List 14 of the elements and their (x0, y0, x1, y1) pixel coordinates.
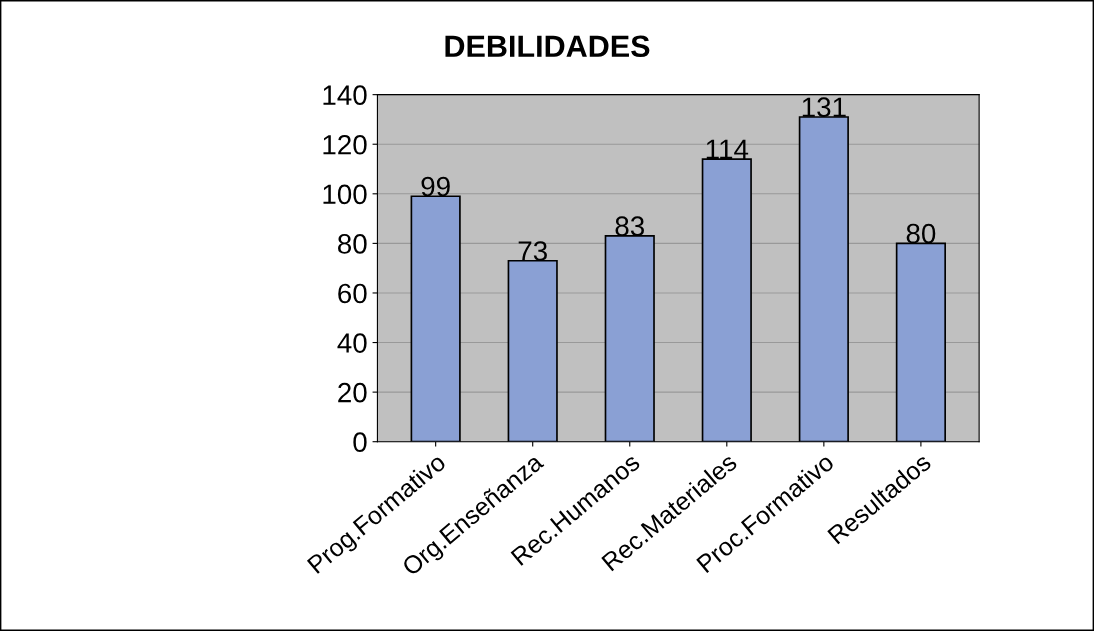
y-tick-label: 140 (323, 85, 367, 105)
y-tick-label: 20 (338, 382, 367, 403)
data-label: 80 (906, 223, 936, 244)
y-tick-label: 80 (338, 234, 367, 254)
data-label: 114 (706, 139, 749, 159)
data-label: 131 (802, 97, 846, 118)
chart-title: DEBILIDADES (445, 35, 650, 58)
y-tick-label: 100 (323, 184, 367, 205)
y-tick-label: 120 (323, 134, 367, 155)
y-tick-label: 60 (338, 283, 367, 304)
data-label: 99 (421, 176, 450, 197)
data-label: 73 (518, 241, 547, 261)
y-tick-label: 40 (337, 333, 367, 353)
y-tick-label: 0 (353, 432, 367, 453)
